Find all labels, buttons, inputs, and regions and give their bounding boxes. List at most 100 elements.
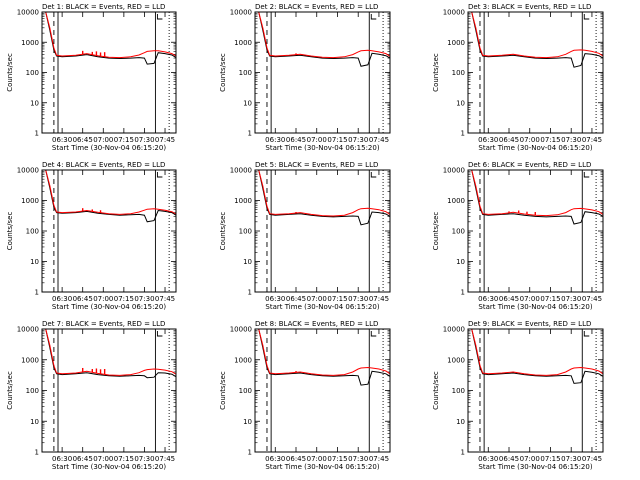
x-tick-label: 07:15	[114, 136, 134, 144]
series-line-events	[468, 169, 604, 225]
y-axis-label: Counts/sec	[6, 53, 14, 92]
panel-title: Det 9: BLACK = Events, RED = LLD	[468, 320, 591, 328]
x-tick-label: 07:30	[561, 455, 581, 463]
series-line-lld	[42, 11, 177, 59]
y-tick-label: 10000	[17, 167, 39, 175]
y-tick-label: 1000	[21, 356, 39, 364]
y-tick-label: 1	[35, 449, 39, 457]
y-axis-label: Counts/sec	[219, 212, 227, 251]
x-tick-label: 07:30	[348, 455, 368, 463]
x-tick-label: 07:45	[369, 136, 389, 144]
y-tick-label: 1000	[234, 356, 252, 364]
y-tick-label: 100	[26, 387, 39, 395]
x-tick-label: 07:00	[307, 295, 327, 303]
y-tick-label: 1	[35, 130, 39, 138]
plot-frame	[41, 169, 177, 293]
series-line-events	[42, 328, 177, 379]
x-axis-label: Start Time (30-Nov-04 06:15:20)	[52, 303, 166, 311]
x-tick-label: 06:30	[52, 295, 72, 303]
y-tick-label: 1000	[234, 39, 252, 47]
x-axis-label: Start Time (30-Nov-04 06:15:20)	[478, 144, 592, 152]
y-tick-label: 1	[248, 130, 252, 138]
x-tick-label: 07:15	[540, 136, 560, 144]
x-tick-label: 07:45	[582, 455, 602, 463]
detector-panel-3: Det 3: BLACK = Events, RED = LLD 1 10 100 10…	[432, 3, 604, 152]
corner-tick-mark	[370, 331, 377, 337]
series-line-lld	[468, 328, 604, 376]
x-tick-label: 07:00	[93, 136, 113, 144]
corner-tick-mark	[156, 14, 163, 20]
y-tick-label: 1000	[447, 356, 465, 364]
x-tick-label: 06:45	[499, 455, 519, 463]
panel-title: Det 7: BLACK = Events, RED = LLD	[42, 320, 165, 328]
y-axis-label: Counts/sec	[219, 371, 227, 410]
series-line-events	[255, 328, 391, 386]
panel-title: Det 3: BLACK = Events, RED = LLD	[468, 3, 591, 11]
x-tick-label: 06:30	[478, 136, 498, 144]
plot-frame	[41, 328, 177, 453]
x-tick-label: 07:15	[540, 295, 560, 303]
x-axis-label: Start Time (30-Nov-04 06:15:20)	[52, 463, 166, 471]
x-tick-label: 07:30	[134, 136, 154, 144]
plot-frame	[41, 11, 177, 134]
panel-title: Det 4: BLACK = Events, RED = LLD	[42, 161, 165, 169]
y-tick-label: 100	[452, 228, 465, 236]
detector-panel-4: Det 4: BLACK = Events, RED = LLD 1 10 100 10…	[6, 161, 177, 311]
y-tick-label: 1	[35, 289, 39, 297]
panel-title: Det 1: BLACK = Events, RED = LLD	[42, 3, 165, 11]
series-line-lld	[255, 328, 391, 376]
detector-panel-7: Det 7: BLACK = Events, RED = LLD 1 10 100 10…	[6, 320, 177, 471]
y-tick-label: 1	[248, 289, 252, 297]
x-tick-label: 07:00	[520, 295, 540, 303]
series-line-lld	[468, 11, 604, 59]
series-line-events	[468, 328, 604, 384]
series-line-events	[255, 169, 391, 226]
y-tick-label: 10000	[443, 167, 465, 175]
x-tick-label: 06:45	[73, 136, 93, 144]
x-axis-label: Start Time (30-Nov-04 06:15:20)	[265, 303, 379, 311]
detector-panel-8: Det 8: BLACK = Events, RED = LLD 1 10 100 10…	[219, 320, 391, 471]
series-line-lld	[255, 11, 391, 59]
plot-frame	[467, 11, 604, 134]
y-tick-label: 10	[243, 418, 252, 426]
series-line-events	[42, 11, 177, 65]
y-tick-label: 10000	[230, 9, 252, 17]
x-tick-label: 06:30	[265, 455, 285, 463]
y-tick-label: 1	[248, 449, 252, 457]
y-tick-label: 10000	[17, 9, 39, 17]
corner-tick-mark	[583, 172, 590, 178]
y-tick-label: 10000	[17, 326, 39, 334]
x-tick-label: 06:30	[265, 295, 285, 303]
x-tick-label: 07:15	[114, 295, 134, 303]
x-tick-label: 07:15	[114, 455, 134, 463]
y-tick-label: 10	[456, 258, 465, 266]
x-tick-label: 07:45	[582, 136, 602, 144]
y-tick-label: 1	[461, 130, 465, 138]
y-axis-label: Counts/sec	[432, 212, 440, 251]
x-tick-label: 06:45	[499, 136, 519, 144]
y-tick-label: 10000	[230, 167, 252, 175]
series-line-events	[42, 169, 177, 223]
x-tick-label: 06:45	[286, 136, 306, 144]
x-tick-label: 07:15	[327, 136, 347, 144]
y-tick-label: 100	[239, 69, 252, 77]
y-tick-label: 1000	[447, 197, 465, 205]
y-axis-label: Counts/sec	[219, 53, 227, 92]
x-tick-label: 07:00	[307, 455, 327, 463]
y-tick-label: 1000	[234, 197, 252, 205]
plot-frame	[254, 328, 391, 453]
y-tick-label: 100	[239, 228, 252, 236]
x-axis-label: Start Time (30-Nov-04 06:15:20)	[265, 144, 379, 152]
y-tick-label: 10	[243, 258, 252, 266]
y-tick-label: 1000	[21, 39, 39, 47]
x-tick-label: 06:30	[52, 136, 72, 144]
series-line-lld	[468, 169, 604, 217]
series-line-lld	[42, 169, 177, 215]
detector-panel-9: Det 9: BLACK = Events, RED = LLD 1 10 100 10…	[432, 320, 604, 471]
corner-tick-mark	[370, 14, 377, 20]
panel-title: Det 5: BLACK = Events, RED = LLD	[255, 161, 378, 169]
x-tick-label: 07:45	[369, 295, 389, 303]
x-tick-label: 07:45	[369, 455, 389, 463]
y-tick-label: 1000	[21, 197, 39, 205]
y-tick-label: 10	[456, 418, 465, 426]
